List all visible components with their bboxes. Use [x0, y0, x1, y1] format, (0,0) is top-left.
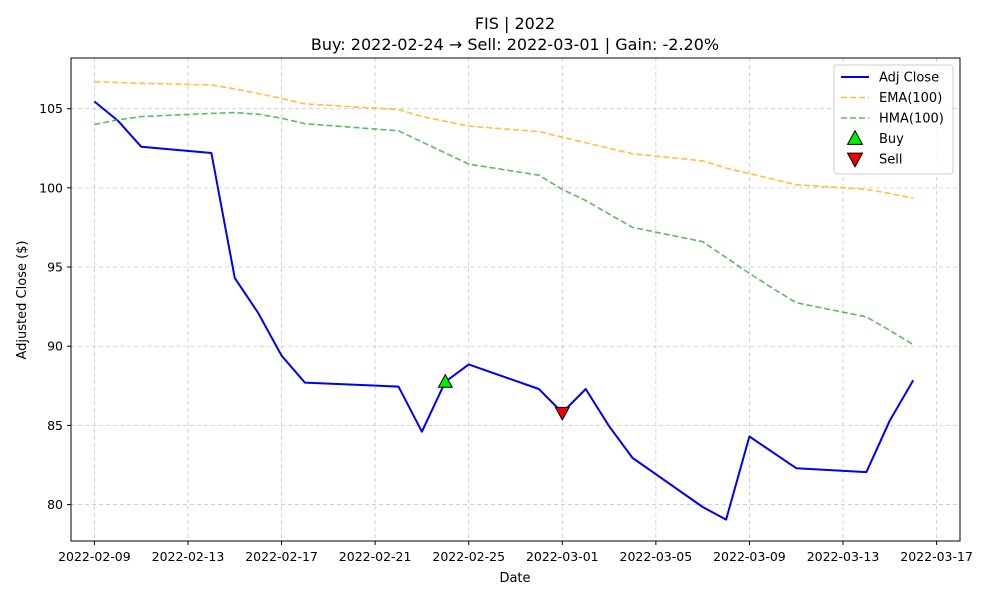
- x-tick-label: 2022-02-21: [339, 549, 412, 564]
- legend-label: Buy: [879, 132, 904, 147]
- buy-marker: [437, 373, 454, 388]
- series-line-ema-100: [94, 81, 914, 199]
- x-tick-label: 2022-03-01: [526, 549, 599, 564]
- y-tick-label: 100: [39, 180, 63, 195]
- y-axis-ticks: 80 85 90 95 100 105: [39, 101, 71, 512]
- x-axis-ticks: 2022-02-09 2022-02-13 2022-02-17 2022-02-21…: [58, 541, 973, 564]
- trade-markers: [437, 373, 571, 421]
- legend-swatch: [846, 152, 864, 168]
- plot-frame: [70, 57, 961, 542]
- x-tick-label: 2022-03-17: [900, 549, 973, 564]
- legend: Adj Close EMA(100) HMA(100) Buy Sell: [833, 64, 954, 175]
- y-axis-label: Adjusted Close ($): [15, 241, 30, 360]
- x-tick-label: 2022-03-13: [807, 549, 880, 564]
- legend-box: [833, 64, 954, 175]
- x-tick-label: 2022-02-17: [245, 549, 318, 564]
- y-tick-label: 80: [47, 497, 63, 512]
- series-line-hma-100: [94, 111, 914, 346]
- series-lines: [93, 81, 915, 521]
- chart-subtitle: Buy: 2022-02-24 → Sell: 2022-03-01 | Gai…: [311, 35, 719, 54]
- legend-label: EMA(100): [879, 91, 942, 106]
- legend-label: Sell: [879, 153, 902, 168]
- series-line-adj-close: [93, 100, 915, 521]
- y-tick-label: 105: [39, 101, 63, 116]
- x-tick-label: 2022-02-13: [152, 549, 225, 564]
- y-tick-label: 90: [47, 339, 63, 354]
- legend-label: HMA(100): [879, 112, 944, 127]
- sell-marker: [554, 406, 571, 421]
- x-tick-label: 2022-02-25: [432, 549, 505, 564]
- legend-swatch: [846, 129, 864, 145]
- legend-label: Adj Close: [879, 71, 939, 86]
- x-tick-label: 2022-02-09: [58, 549, 131, 564]
- x-tick-label: 2022-03-09: [713, 549, 786, 564]
- chart-title: FIS | 2022: [475, 14, 555, 33]
- grid: [71, 58, 960, 541]
- x-tick-label: 2022-03-05: [620, 549, 693, 564]
- y-tick-label: 85: [47, 418, 63, 433]
- x-axis-label: Date: [499, 571, 530, 586]
- y-tick-label: 95: [47, 260, 63, 275]
